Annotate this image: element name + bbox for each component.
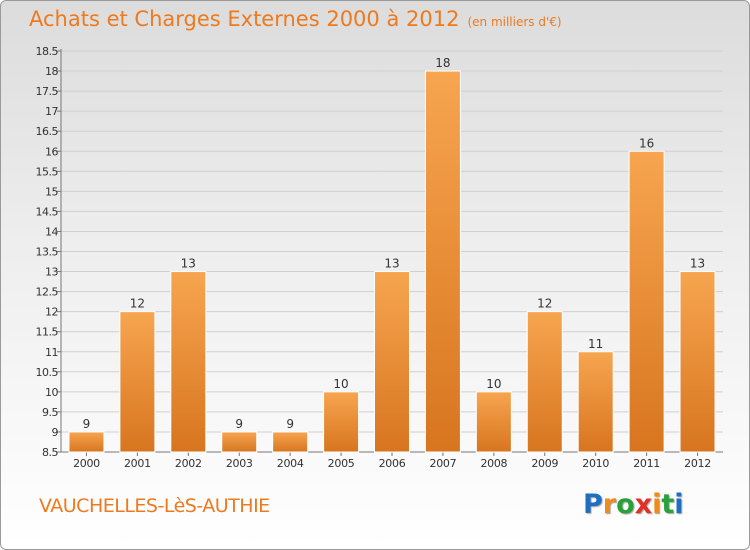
data-label-2000: 9 <box>83 417 91 431</box>
data-label-2010: 11 <box>588 337 603 351</box>
x-tick-label: 2012 <box>684 457 711 470</box>
bar-2011 <box>628 150 665 453</box>
x-tick-label: 2011 <box>633 457 660 470</box>
x-tick-label: 2004 <box>277 457 304 470</box>
x-tick-label: 2007 <box>430 457 457 470</box>
y-tick-label: 12 <box>45 306 58 319</box>
x-tick-label: 2001 <box>124 457 151 470</box>
logo-letter: r <box>602 489 617 520</box>
x-tick-label: 2002 <box>175 457 202 470</box>
bar-2006 <box>374 271 410 453</box>
y-tick-label: 15.5 <box>36 165 59 178</box>
y-tick-label: 9 <box>52 426 59 439</box>
y-tick-label: 14.5 <box>36 205 59 218</box>
y-tick-label: 9.5 <box>42 406 58 419</box>
data-label-2007: 18 <box>435 56 450 70</box>
y-tick-label: 13 <box>45 266 58 279</box>
y-tick-label: 13.5 <box>36 246 59 259</box>
x-tick-label: 2008 <box>480 457 507 470</box>
bar-2002 <box>170 271 207 453</box>
chart-title: Achats et Charges Externes 2000 à 2012 (e… <box>29 7 562 31</box>
y-tick-label: 16.5 <box>36 125 59 138</box>
bar-2009 <box>526 311 563 453</box>
bar-2010 <box>577 351 614 453</box>
y-tick-label: 11.5 <box>36 326 59 339</box>
data-label-2011: 16 <box>639 136 654 150</box>
y-tick-label: 14 <box>45 225 58 238</box>
bars <box>68 70 716 453</box>
data-label-2003: 9 <box>235 417 243 431</box>
x-tick-label: 2010 <box>582 457 609 470</box>
data-label-2001: 12 <box>130 297 145 311</box>
logo-letter: i <box>652 489 662 520</box>
bar-2005 <box>323 391 360 453</box>
x-tick-label: 2005 <box>328 457 355 470</box>
y-tick-label: 15 <box>45 185 58 198</box>
bar-2012 <box>679 271 716 453</box>
data-label-2005: 10 <box>333 377 348 391</box>
x-tick-label: 2000 <box>73 457 100 470</box>
y-tick-label: 10 <box>45 386 58 399</box>
proxiti-logo: Proxiti <box>583 489 684 520</box>
logo-letter: i <box>674 489 684 520</box>
y-tick-label: 11 <box>45 346 58 359</box>
bar-2000 <box>68 431 105 453</box>
data-labels: 9 12 13 9 9 10 13 18 10 12 11 16 13 <box>83 56 706 431</box>
bar-2007 <box>424 70 461 453</box>
logo-letter: t <box>661 489 675 520</box>
chart-title-text: Achats et Charges Externes 2000 à 2012 <box>29 7 460 31</box>
y-tick-label: 8.5 <box>42 446 58 459</box>
data-label-2009: 12 <box>537 297 552 311</box>
y-tick-label: 18.5 <box>36 45 59 58</box>
data-label-2008: 10 <box>486 377 501 391</box>
x-tick-labels: 2000 2001 2002 2003 2004 2005 2006 2007 2008 2009… <box>73 457 711 470</box>
y-tick-label: 10.5 <box>36 366 59 379</box>
logo-letter: o <box>616 489 635 520</box>
y-tick-labels: 8.5 9 9.5 10 10.5 11 11.5 12 12.5 13 13.5 14 14.5 15 1… <box>36 45 60 459</box>
x-tick-label: 2009 <box>531 457 558 470</box>
data-label-2004: 9 <box>286 417 294 431</box>
commune-name: VAUCHELLES-LèS-AUTHIE <box>39 495 270 517</box>
y-tick-label: 12.5 <box>36 286 59 299</box>
y-tick-label: 17.5 <box>36 85 59 98</box>
chart-subtitle: (en milliers d'€) <box>467 15 562 29</box>
data-label-2002: 13 <box>181 257 196 271</box>
logo-letter: P <box>583 489 603 520</box>
y-tick-label: 17 <box>45 105 58 118</box>
bar-2001 <box>119 311 156 453</box>
y-tick-label: 18 <box>45 65 58 78</box>
bar-2003 <box>221 431 258 453</box>
bar-2008 <box>475 391 512 453</box>
data-label-2012: 13 <box>690 257 705 271</box>
data-label-2006: 13 <box>384 257 399 271</box>
logo-letter: x <box>634 489 653 520</box>
x-tick-label: 2006 <box>379 457 406 470</box>
y-tick-label: 16 <box>45 145 58 158</box>
bar-2004 <box>272 431 309 453</box>
x-tick-label: 2003 <box>226 457 253 470</box>
